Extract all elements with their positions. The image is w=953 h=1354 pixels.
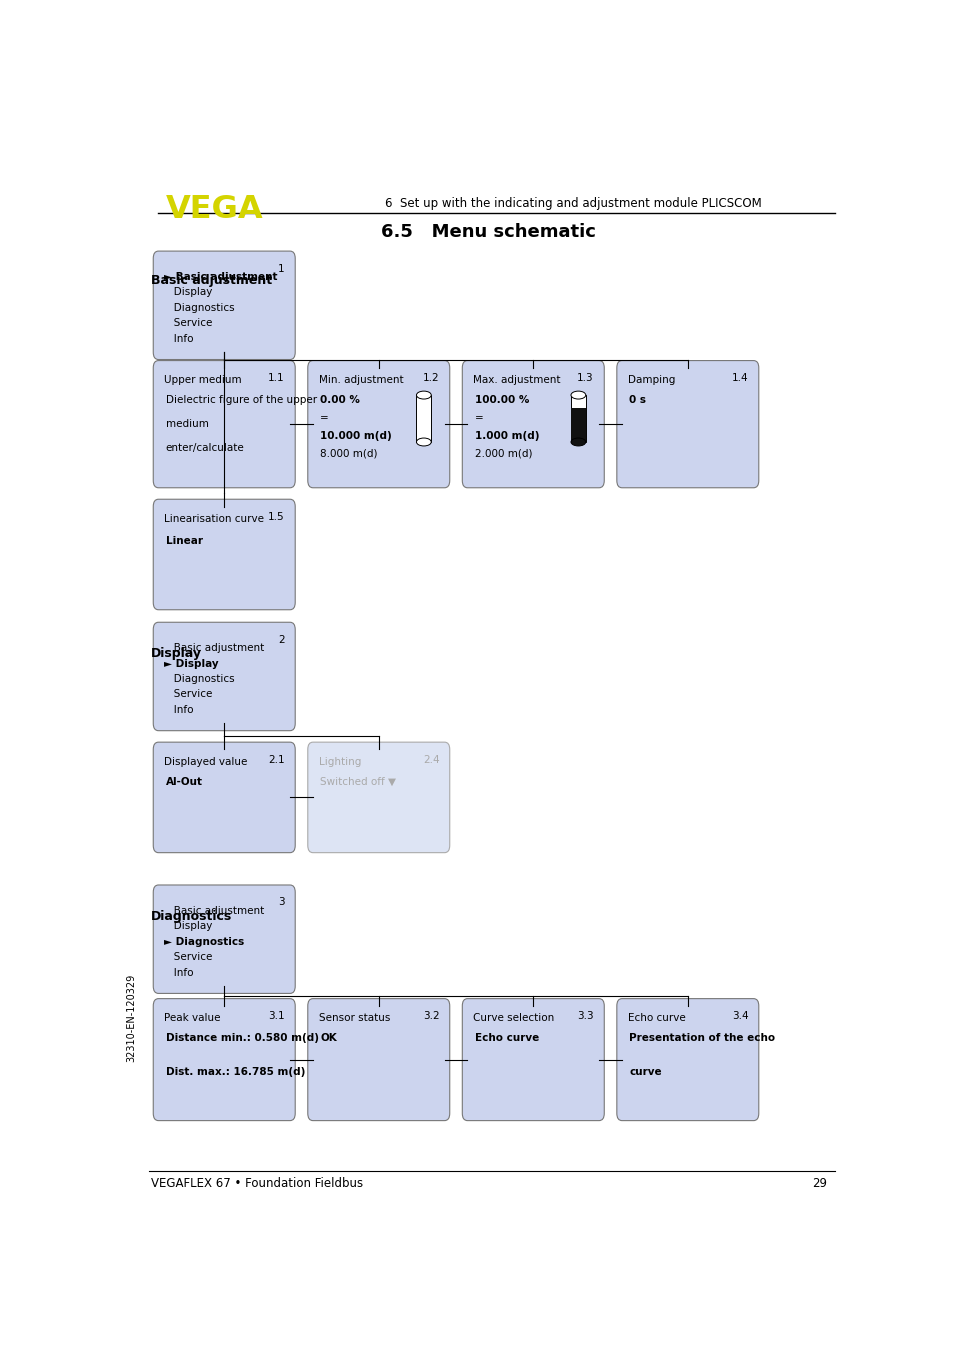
Bar <box>416 395 431 441</box>
Text: Linear: Linear <box>166 536 203 546</box>
Text: Min. adjustment: Min. adjustment <box>318 375 403 385</box>
Text: 0.00 %: 0.00 % <box>320 395 360 405</box>
Text: curve: curve <box>629 1067 661 1076</box>
Text: Max. adjustment: Max. adjustment <box>473 375 560 385</box>
Text: 3: 3 <box>278 898 285 907</box>
FancyBboxPatch shape <box>153 999 294 1121</box>
Text: Dielectric figure of the upper: Dielectric figure of the upper <box>166 395 316 405</box>
Text: 1.5: 1.5 <box>268 512 285 521</box>
FancyBboxPatch shape <box>153 623 294 731</box>
Text: Info: Info <box>164 705 193 715</box>
Text: OK: OK <box>320 1033 336 1043</box>
Text: Info: Info <box>164 333 193 344</box>
Text: VEGA: VEGA <box>166 194 263 225</box>
Bar <box>571 408 585 441</box>
Text: Damping: Damping <box>627 375 675 385</box>
Text: 6.5   Menu schematic: 6.5 Menu schematic <box>381 223 596 241</box>
Text: medium: medium <box>166 418 209 429</box>
Text: 2: 2 <box>278 635 285 645</box>
FancyBboxPatch shape <box>153 886 294 994</box>
FancyBboxPatch shape <box>153 250 294 360</box>
Text: =: = <box>320 413 329 422</box>
Text: 10.000 m(d): 10.000 m(d) <box>320 431 392 441</box>
Text: Diagnostics: Diagnostics <box>164 303 234 313</box>
Text: Presentation of the echo: Presentation of the echo <box>629 1033 775 1043</box>
Text: Curve selection: Curve selection <box>473 1013 554 1024</box>
Text: Lighting: Lighting <box>318 757 361 766</box>
Text: Echo curve: Echo curve <box>627 1013 685 1024</box>
Text: Basic adjustment: Basic adjustment <box>164 643 264 653</box>
Text: Linearisation curve: Linearisation curve <box>164 513 264 524</box>
Text: Displayed value: Displayed value <box>164 757 248 766</box>
Ellipse shape <box>571 391 585 399</box>
Text: Echo curve: Echo curve <box>475 1033 538 1043</box>
Text: 2.000 m(d): 2.000 m(d) <box>475 448 532 459</box>
Text: 1.3: 1.3 <box>577 374 594 383</box>
Text: Display: Display <box>151 647 202 661</box>
Text: 32310-EN-120329: 32310-EN-120329 <box>126 974 136 1062</box>
Text: Dist. max.: 16.785 m(d): Dist. max.: 16.785 m(d) <box>166 1067 305 1076</box>
FancyBboxPatch shape <box>153 742 294 853</box>
Text: Peak value: Peak value <box>164 1013 220 1024</box>
Text: Sensor status: Sensor status <box>318 1013 390 1024</box>
Text: 2.4: 2.4 <box>422 754 439 765</box>
Text: Service: Service <box>164 689 213 700</box>
FancyBboxPatch shape <box>462 999 603 1121</box>
FancyBboxPatch shape <box>153 500 294 609</box>
FancyBboxPatch shape <box>308 742 449 853</box>
FancyBboxPatch shape <box>617 360 758 487</box>
Text: Upper medium: Upper medium <box>164 375 242 385</box>
Text: 1.2: 1.2 <box>422 374 439 383</box>
Ellipse shape <box>416 391 431 399</box>
Ellipse shape <box>571 439 585 445</box>
Text: Service: Service <box>164 318 213 328</box>
Text: 6  Set up with the indicating and adjustment module PLICSCOM: 6 Set up with the indicating and adjustm… <box>385 196 761 210</box>
FancyBboxPatch shape <box>617 999 758 1121</box>
Text: 1: 1 <box>278 264 285 274</box>
Text: 3.2: 3.2 <box>422 1011 439 1021</box>
Text: Service: Service <box>164 952 213 963</box>
Text: ► Diagnostics: ► Diagnostics <box>164 937 244 946</box>
Text: Al-Out: Al-Out <box>166 777 203 787</box>
Text: 29: 29 <box>812 1177 826 1190</box>
Text: ► Basic adjustment: ► Basic adjustment <box>164 272 277 282</box>
Text: enter/calculate: enter/calculate <box>166 443 244 452</box>
Text: Info: Info <box>164 968 193 978</box>
Text: 100.00 %: 100.00 % <box>475 395 529 405</box>
Text: 1.1: 1.1 <box>268 374 285 383</box>
Text: Distance min.: 0.580 m(d): Distance min.: 0.580 m(d) <box>166 1033 318 1043</box>
Text: =: = <box>475 413 483 422</box>
Text: Display: Display <box>164 921 213 932</box>
Text: Basic adjustment: Basic adjustment <box>164 906 264 915</box>
Bar <box>571 395 585 441</box>
FancyBboxPatch shape <box>462 360 603 487</box>
Ellipse shape <box>416 439 431 445</box>
Text: Diagnostics: Diagnostics <box>151 910 232 923</box>
Text: 8.000 m(d): 8.000 m(d) <box>320 448 377 459</box>
Text: ► Display: ► Display <box>164 658 219 669</box>
Text: 3.4: 3.4 <box>731 1011 748 1021</box>
FancyBboxPatch shape <box>153 360 294 487</box>
FancyBboxPatch shape <box>308 999 449 1121</box>
Text: 3.1: 3.1 <box>268 1011 285 1021</box>
Text: VEGAFLEX 67 • Foundation Fieldbus: VEGAFLEX 67 • Foundation Fieldbus <box>151 1177 363 1190</box>
Text: 1.000 m(d): 1.000 m(d) <box>475 431 538 441</box>
Text: Diagnostics: Diagnostics <box>164 674 234 684</box>
Text: Display: Display <box>164 287 213 298</box>
Text: 0 s: 0 s <box>629 395 646 405</box>
Text: Basic adjustment: Basic adjustment <box>151 274 272 287</box>
Text: 1.4: 1.4 <box>731 374 748 383</box>
Text: 2.1: 2.1 <box>268 754 285 765</box>
FancyBboxPatch shape <box>308 360 449 487</box>
Text: 3.3: 3.3 <box>577 1011 594 1021</box>
Text: Switched off ▼: Switched off ▼ <box>320 777 395 787</box>
